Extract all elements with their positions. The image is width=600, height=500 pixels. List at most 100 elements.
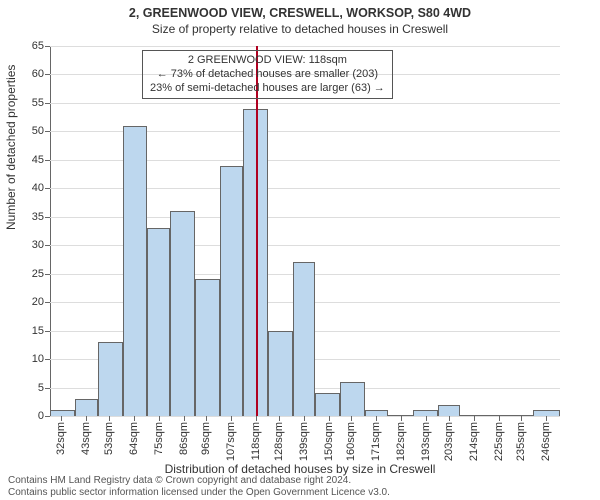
ytick-mark — [45, 46, 50, 47]
xtick-label: 150sqm — [323, 422, 335, 461]
page-title: 2, GREENWOOD VIEW, CRESWELL, WORKSOP, S8… — [0, 0, 600, 20]
ytick-mark — [45, 217, 50, 218]
xtick-label: 160sqm — [345, 422, 357, 461]
xtick-mark — [376, 416, 377, 421]
histogram-bar — [123, 126, 148, 416]
ytick-mark — [45, 416, 50, 417]
histogram-bar — [438, 405, 461, 416]
histogram-bar — [98, 342, 123, 416]
xtick-label: 203sqm — [443, 422, 455, 461]
ytick-label: 50 — [32, 125, 44, 137]
xtick-mark — [86, 416, 87, 421]
xtick-label: 235sqm — [515, 422, 527, 461]
annotation-line: 2 GREENWOOD VIEW: 118sqm — [150, 54, 385, 68]
histogram-bar — [147, 228, 170, 416]
histogram-bar — [243, 109, 268, 416]
xtick-mark — [401, 416, 402, 421]
annotation-line: ← 73% of detached houses are smaller (20… — [150, 68, 385, 82]
xtick-mark — [61, 416, 62, 421]
ytick-mark — [45, 160, 50, 161]
ytick-label: 45 — [32, 154, 44, 166]
xtick-mark — [499, 416, 500, 421]
ytick-label: 20 — [32, 296, 44, 308]
ytick-label: 40 — [32, 182, 44, 194]
page-subtitle: Size of property relative to detached ho… — [0, 20, 600, 36]
x-axis-title: Distribution of detached houses by size … — [0, 462, 600, 476]
xtick-mark — [256, 416, 257, 421]
xtick-mark — [474, 416, 475, 421]
xtick-mark — [521, 416, 522, 421]
histogram-bar — [195, 279, 220, 416]
footer-attribution: Contains HM Land Registry data © Crown c… — [8, 475, 390, 498]
ytick-label: 30 — [32, 239, 44, 251]
histogram-bar — [340, 382, 365, 416]
xtick-label: 182sqm — [395, 422, 407, 461]
histogram-bar — [315, 393, 340, 416]
xtick-label: 193sqm — [420, 422, 432, 461]
xtick-label: 64sqm — [128, 422, 140, 455]
xtick-mark — [304, 416, 305, 421]
plot-area: 0510152025303540455055606532sqm43sqm53sq… — [50, 46, 560, 416]
xtick-mark — [184, 416, 185, 421]
ytick-label: 25 — [32, 268, 44, 280]
ytick-mark — [45, 359, 50, 360]
ytick-mark — [45, 302, 50, 303]
xtick-label: 246sqm — [540, 422, 552, 461]
ytick-label: 65 — [32, 40, 44, 52]
histogram-bar — [268, 331, 293, 416]
histogram-bar — [170, 211, 195, 416]
ytick-mark — [45, 74, 50, 75]
annotation-line: 23% of semi-detached houses are larger (… — [150, 82, 385, 96]
ytick-label: 35 — [32, 211, 44, 223]
xtick-label: 139sqm — [298, 422, 310, 461]
marker-line — [256, 46, 258, 416]
gridline — [50, 46, 560, 47]
xtick-label: 171sqm — [370, 422, 382, 461]
ytick-label: 55 — [32, 97, 44, 109]
xtick-label: 128sqm — [273, 422, 285, 461]
ytick-mark — [45, 388, 50, 389]
xtick-label: 96sqm — [200, 422, 212, 455]
y-axis-title: Number of detached properties — [4, 65, 18, 230]
ytick-mark — [45, 245, 50, 246]
xtick-mark — [109, 416, 110, 421]
xtick-label: 214sqm — [468, 422, 480, 461]
ytick-mark — [45, 331, 50, 332]
xtick-mark — [329, 416, 330, 421]
xtick-mark — [426, 416, 427, 421]
ytick-label: 15 — [32, 325, 44, 337]
xtick-label: 118sqm — [250, 422, 262, 460]
annotation-box: 2 GREENWOOD VIEW: 118sqm ← 73% of detach… — [142, 50, 393, 99]
xtick-label: 32sqm — [55, 422, 67, 455]
xtick-label: 86sqm — [178, 422, 190, 455]
histogram-bar — [460, 415, 485, 416]
ytick-mark — [45, 274, 50, 275]
xtick-label: 225sqm — [493, 422, 505, 461]
histogram-bar — [485, 415, 510, 416]
histogram-bar — [293, 262, 316, 416]
ytick-label: 5 — [38, 382, 44, 394]
xtick-mark — [231, 416, 232, 421]
histogram-bar — [388, 415, 413, 416]
histogram-bar — [50, 410, 75, 416]
ytick-label: 60 — [32, 68, 44, 80]
ytick-mark — [45, 103, 50, 104]
ytick-mark — [45, 131, 50, 132]
histogram-bar — [75, 399, 98, 416]
xtick-mark — [279, 416, 280, 421]
footer-line: Contains public sector information licen… — [8, 487, 390, 499]
footer-line: Contains HM Land Registry data © Crown c… — [8, 475, 390, 487]
histogram-bar — [413, 410, 438, 416]
histogram-bar — [220, 166, 243, 416]
xtick-mark — [206, 416, 207, 421]
xtick-mark — [546, 416, 547, 421]
ytick-mark — [45, 188, 50, 189]
xtick-mark — [449, 416, 450, 421]
ytick-label: 10 — [32, 353, 44, 365]
xtick-label: 53sqm — [103, 422, 115, 455]
xtick-mark — [159, 416, 160, 421]
xtick-label: 43sqm — [80, 422, 92, 455]
gridline — [50, 103, 560, 104]
xtick-mark — [351, 416, 352, 421]
histogram-chart: 0510152025303540455055606532sqm43sqm53sq… — [50, 46, 560, 416]
